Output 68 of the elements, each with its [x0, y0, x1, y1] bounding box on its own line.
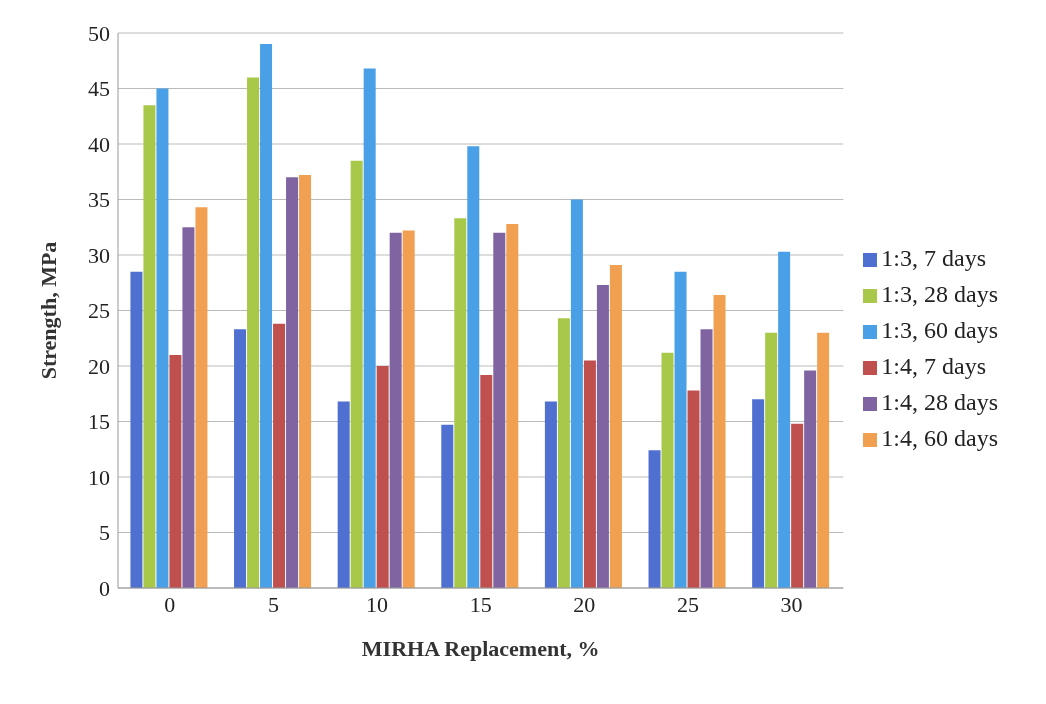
bar	[143, 105, 156, 588]
bar	[687, 390, 700, 588]
bar	[700, 329, 713, 588]
y-tick-label: 40	[88, 131, 110, 157]
bar	[544, 401, 557, 588]
bar	[130, 271, 143, 588]
y-tick-label: 5	[99, 520, 110, 546]
x-tick-label: 30	[780, 591, 803, 617]
bar	[557, 318, 570, 588]
bar	[389, 232, 402, 588]
bar	[286, 177, 299, 588]
legend-label: 1:3, 7 days	[881, 245, 986, 271]
bar	[169, 354, 182, 588]
bar	[195, 207, 208, 588]
bar	[299, 175, 312, 588]
bar	[765, 332, 778, 588]
legend-label: 1:4, 60 days	[881, 425, 998, 451]
x-axis-title: MIRHA Replacement, %	[361, 636, 600, 661]
bar	[480, 374, 493, 588]
bar	[350, 160, 363, 588]
bar	[791, 423, 804, 588]
y-tick-label: 50	[88, 20, 110, 46]
bar	[273, 323, 286, 588]
bar	[506, 223, 519, 588]
bar	[182, 227, 195, 588]
bar	[376, 366, 389, 588]
bar	[402, 230, 415, 588]
bar	[493, 232, 506, 588]
y-tick-label: 25	[88, 298, 110, 324]
bar	[674, 271, 687, 588]
bar	[156, 88, 169, 588]
y-tick-label: 30	[88, 242, 110, 268]
x-tick-label: 0	[164, 591, 176, 617]
x-tick-label: 20	[573, 591, 596, 617]
bar	[713, 294, 726, 588]
bar	[804, 370, 817, 588]
y-tick-label: 10	[88, 464, 110, 490]
legend-label: 1:3, 60 days	[881, 317, 998, 343]
x-tick-label: 5	[267, 591, 279, 617]
bar	[817, 332, 830, 588]
bar	[260, 44, 273, 588]
legend-label: 1:4, 28 days	[881, 389, 998, 415]
y-axis-title: Strength, MPa	[35, 241, 61, 380]
bar	[778, 251, 791, 588]
x-tick-label: 15	[469, 591, 492, 617]
x-tick-label: 10	[366, 591, 389, 617]
bar	[661, 352, 674, 588]
bar	[454, 218, 467, 588]
bar	[648, 450, 661, 588]
bar	[570, 199, 583, 588]
y-tick-label: 45	[88, 76, 110, 102]
bar	[596, 284, 609, 588]
bar	[247, 77, 260, 588]
bar	[363, 68, 376, 588]
bar	[234, 329, 247, 588]
y-tick-label: 15	[88, 409, 110, 435]
legend-label: 1:3, 28 days	[881, 281, 998, 307]
y-tick-label: 20	[88, 353, 110, 379]
bar	[609, 264, 622, 588]
y-tick-label: 35	[88, 187, 110, 213]
legend-label: 1:4, 7 days	[881, 353, 986, 379]
bar	[583, 360, 596, 588]
bar	[752, 399, 765, 588]
bar	[337, 401, 350, 588]
bar	[467, 146, 480, 588]
y-tick-label: 0	[99, 575, 110, 601]
x-tick-label: 25	[676, 591, 699, 617]
bar	[441, 424, 454, 588]
